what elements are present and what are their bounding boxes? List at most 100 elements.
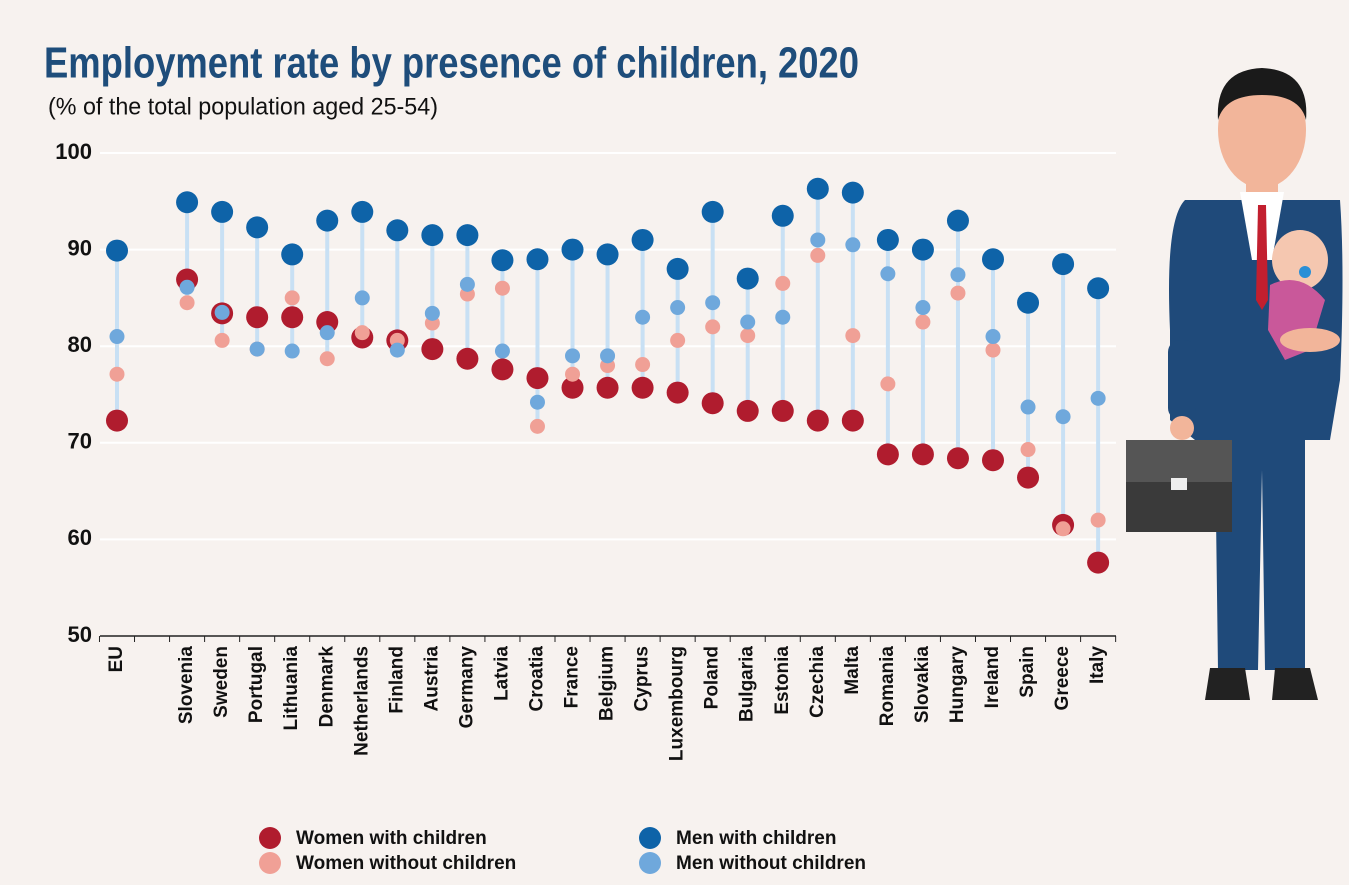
dot xyxy=(421,338,444,361)
dot xyxy=(946,209,969,232)
x-tick-label: Lithuania xyxy=(281,646,302,731)
dot xyxy=(214,304,230,320)
dot xyxy=(1017,466,1040,489)
dot xyxy=(1087,277,1110,300)
dot xyxy=(911,443,934,466)
dot xyxy=(494,280,510,296)
chart-subtitle: (% of the total population aged 25-54) xyxy=(48,93,438,120)
dot xyxy=(596,243,619,266)
dot xyxy=(106,409,128,432)
dot xyxy=(670,332,686,348)
dot xyxy=(705,319,721,335)
dot xyxy=(421,224,444,247)
y-tick-label: 90 xyxy=(68,235,92,260)
dot xyxy=(876,228,899,251)
dot xyxy=(284,290,300,306)
dot xyxy=(526,367,549,390)
dot xyxy=(249,341,265,357)
dot xyxy=(526,248,549,271)
dot xyxy=(1020,399,1036,415)
dot xyxy=(565,366,581,382)
dot xyxy=(740,314,756,330)
y-tick-label: 100 xyxy=(55,139,92,164)
legend-label: Men with children xyxy=(676,828,836,849)
dot xyxy=(631,228,654,251)
dot xyxy=(841,181,864,204)
dot xyxy=(179,279,195,295)
x-tick-label: France xyxy=(562,646,583,708)
dot xyxy=(736,399,759,422)
plot-area: 50 60 70 80 90 100 EU Slovenia Sweden Portugal Lit… xyxy=(55,139,1117,761)
dot xyxy=(666,381,689,404)
x-tick-label: Latvia xyxy=(491,646,512,701)
dot xyxy=(911,238,934,261)
dot xyxy=(561,238,584,261)
dot xyxy=(281,306,304,329)
x-tick-label: Czechia xyxy=(807,646,828,718)
dot xyxy=(806,409,829,432)
dot xyxy=(176,191,199,214)
dot xyxy=(771,399,794,422)
dot xyxy=(600,348,616,364)
dot xyxy=(386,219,409,242)
legend-marker xyxy=(259,852,281,874)
x-tick-label: Germany xyxy=(456,646,477,729)
dot xyxy=(705,295,721,311)
dot xyxy=(389,342,405,358)
dot xyxy=(1087,551,1110,574)
dot xyxy=(985,342,1001,358)
dot xyxy=(845,237,861,253)
legend-label: Women without children xyxy=(296,853,516,874)
dot xyxy=(106,239,128,262)
x-tick-label: Netherlands xyxy=(351,646,372,756)
x-tick-label: Belgium xyxy=(597,646,618,721)
dot xyxy=(565,348,581,364)
dot xyxy=(950,285,966,301)
x-tick-label: Slovenia xyxy=(176,646,197,725)
dot xyxy=(670,300,686,316)
x-tick-label: Italy xyxy=(1087,646,1108,684)
x-tick-label: Ireland xyxy=(982,646,1003,708)
dot xyxy=(635,309,651,325)
dot xyxy=(915,314,931,330)
dot xyxy=(491,249,514,272)
dot xyxy=(491,358,514,381)
dot xyxy=(775,275,791,291)
dot xyxy=(806,177,829,200)
dot xyxy=(740,328,756,344)
dot xyxy=(281,243,304,266)
x-tick-label: Estonia xyxy=(772,646,793,715)
dot xyxy=(319,325,335,341)
x-tick-label: Cyprus xyxy=(632,646,653,711)
dot xyxy=(354,325,370,341)
dot xyxy=(946,447,969,470)
legend-marker xyxy=(639,827,661,849)
dot xyxy=(876,443,899,466)
dot xyxy=(109,329,125,345)
x-tick-label: Finland xyxy=(386,646,407,714)
dot xyxy=(985,329,1001,345)
x-tick-label: Spain xyxy=(1017,646,1038,698)
dot xyxy=(494,343,510,359)
dot xyxy=(316,209,339,232)
x-tick-label: Sweden xyxy=(211,646,232,718)
dot xyxy=(529,418,545,434)
dot xyxy=(316,311,339,334)
dot xyxy=(666,257,689,280)
x-tick-label: Portugal xyxy=(246,646,267,723)
y-tick-label: 70 xyxy=(68,429,92,454)
dot xyxy=(736,267,759,290)
dot xyxy=(845,328,861,344)
dot xyxy=(701,200,724,223)
dot xyxy=(810,247,826,263)
dot xyxy=(915,300,931,316)
x-tick-label: Romania xyxy=(877,646,898,727)
dot xyxy=(635,357,651,373)
x-tick-label: Bulgaria xyxy=(737,646,758,722)
legend-marker xyxy=(639,852,661,874)
dot xyxy=(701,392,724,415)
y-tick-label: 50 xyxy=(68,622,92,647)
dot xyxy=(424,305,440,321)
dot xyxy=(1055,409,1071,425)
